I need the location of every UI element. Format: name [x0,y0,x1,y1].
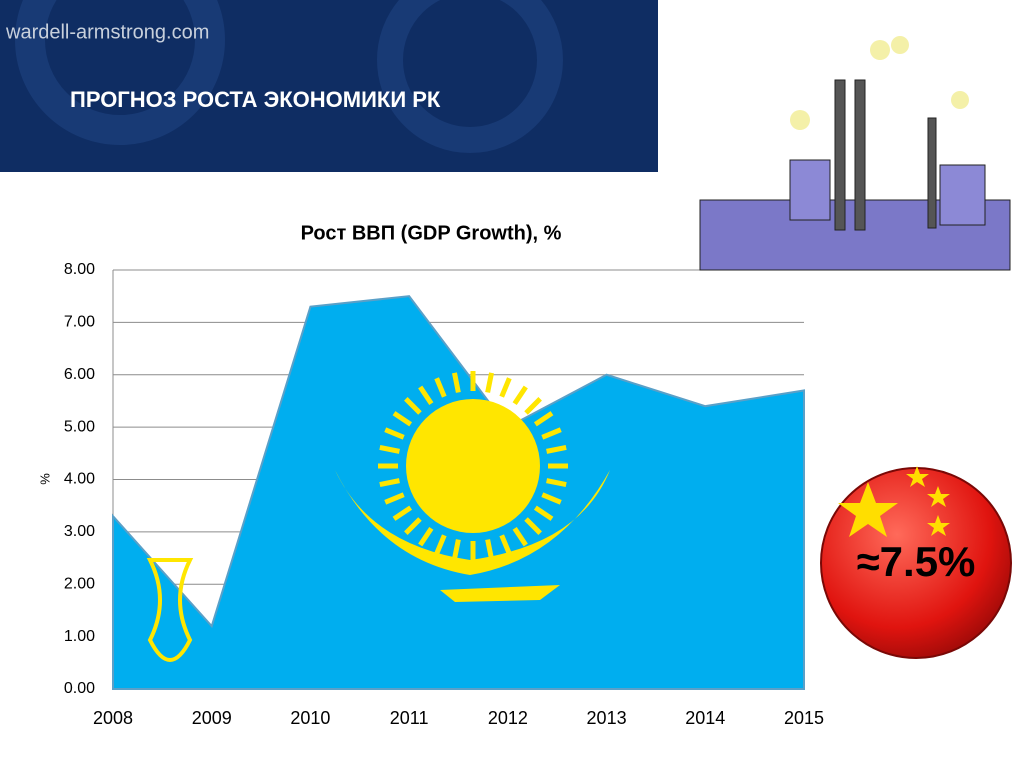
sun-ray [546,445,567,454]
sun-ray [541,427,562,440]
plot: 0.00 1.00 2.00 3.00 4.00 5.00 6.00 7.00 8.00 2008… [64,261,824,728]
y-tick-label: 8.00 [64,261,95,278]
sun-ray [379,445,400,454]
sun-ray [499,377,512,398]
x-tick-label: 2008 [93,708,133,728]
sun-ray [434,534,447,555]
ornament [146,558,194,662]
y-tick-label: 4.00 [64,471,95,488]
sun [406,399,540,533]
sun-ray [512,526,528,547]
sun-ray [452,539,461,560]
sun-ray [434,377,447,398]
star [906,466,929,487]
eagle [335,470,610,575]
sun-ray [533,505,554,521]
factory-illustration [699,36,1011,271]
y-axis-label: % [37,473,52,485]
x-tick-label: 2013 [587,708,627,728]
slide-title: ПРОГНОЗ РОСТА ЭКОНОМИКИ РК [70,87,441,112]
y-tick-label: 6.00 [64,366,95,383]
eagle-wing [440,585,560,602]
sun-ray [499,534,512,555]
x-tick-label: 2012 [488,708,528,728]
x-tick-label: 2015 [784,708,824,728]
sun-ray [533,411,554,427]
x-tick-label: 2009 [192,708,232,728]
sun-ray [418,526,434,547]
sun-ray [379,478,400,487]
sun-ray [418,385,434,406]
sun-ray [524,397,542,415]
sun-ray [541,492,562,505]
star [927,486,950,507]
sun-ray [485,539,494,560]
star [927,515,950,536]
header-ornament [377,0,563,153]
sun-ray [384,427,405,440]
y-tick-label: 1.00 [64,628,95,645]
sun-ray [392,411,413,427]
star [838,482,898,537]
y-tick-label: 3.00 [64,523,95,540]
y-tick-label: 5.00 [64,418,95,435]
sun-ray [524,517,542,535]
badge-text: ≈7.5% [857,538,976,585]
sun-ray [512,385,528,406]
x-tick-label: 2010 [290,708,330,728]
sun-ray [546,478,567,487]
site-name: wardell-armstrong.com [5,21,209,43]
sun-ray [452,372,461,393]
sun-ray [404,397,422,415]
sun-ray [384,492,405,505]
y-tick-label: 2.00 [64,575,95,592]
sun-ray [404,517,422,535]
y-tick-label: 0.00 [64,680,95,697]
sun-ray [392,505,413,521]
chart-title: Рост ВВП (GDP Growth), % [301,222,562,244]
y-tick-label: 7.00 [64,314,95,331]
sun-ray [485,372,494,393]
x-tick-label: 2011 [390,708,429,728]
emblem [146,371,610,662]
header-ornament [15,0,225,145]
x-tick-label: 2014 [685,708,725,728]
